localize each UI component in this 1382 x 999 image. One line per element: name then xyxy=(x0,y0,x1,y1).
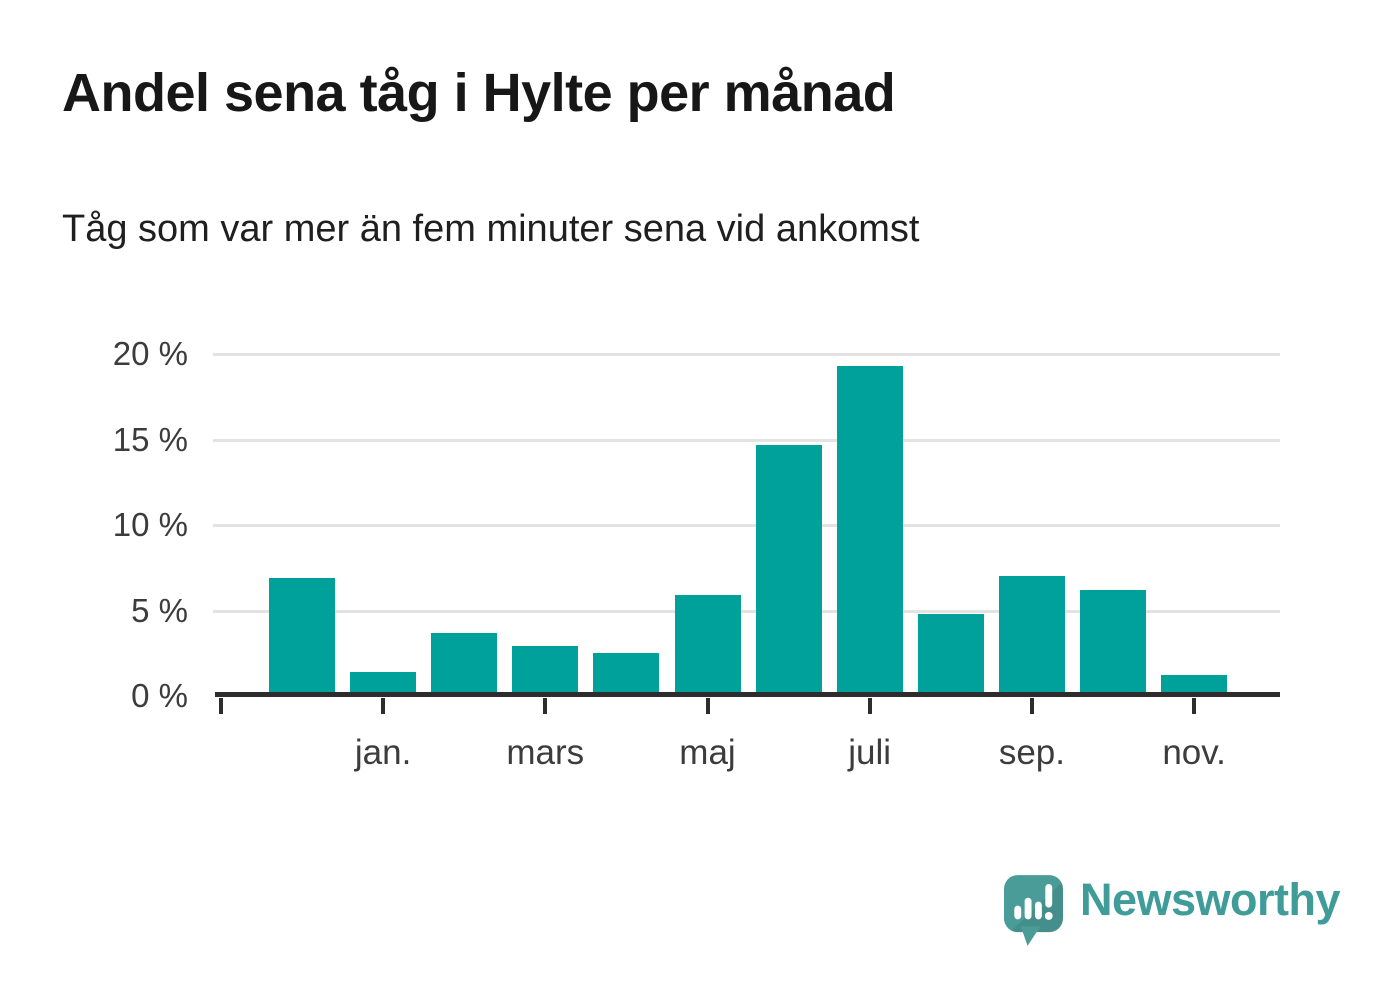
y-axis-tick-label: 15 % xyxy=(112,420,188,458)
y-axis-tick-label: 10 % xyxy=(112,506,188,543)
newsworthy-logo-icon xyxy=(1004,875,1063,946)
x-axis-tick xyxy=(381,698,386,714)
bar-mars xyxy=(512,646,579,696)
bar-juni xyxy=(755,445,822,696)
x-axis-tick-label: nov. xyxy=(1162,733,1226,772)
logo-exclamation-dot xyxy=(1044,911,1053,920)
logo-chart-bar xyxy=(1024,897,1032,920)
newsworthy-branding: Newsworthy xyxy=(1004,874,1341,948)
bar-juli xyxy=(836,366,903,696)
y-axis-tick-label: 20 % xyxy=(112,335,188,372)
bar-aug. xyxy=(917,614,984,696)
bar-okt. xyxy=(1080,590,1146,696)
gridline xyxy=(213,524,1280,527)
x-axis-tick xyxy=(705,698,710,714)
x-axis-line xyxy=(215,692,1280,697)
x-axis-tick xyxy=(867,698,872,714)
chart-title: Andel sena tåg i Hylte per månad xyxy=(62,63,896,123)
x-axis-tick-label: sep. xyxy=(998,733,1065,772)
bar-feb. xyxy=(431,633,498,696)
x-axis-tick xyxy=(543,698,548,714)
bar-apr. xyxy=(593,653,660,696)
gridline xyxy=(213,438,1280,442)
chart-subtitle: Tåg som var mer än fem minuter sena vid … xyxy=(62,208,920,250)
bar-maj xyxy=(674,595,741,696)
x-axis-tick xyxy=(1192,698,1197,714)
gridline xyxy=(213,353,1280,356)
x-axis-tick-label: juli xyxy=(848,733,892,772)
x-axis-tick-label: mars xyxy=(506,733,585,772)
logo-chart-bar xyxy=(1034,901,1042,920)
logo-bubble-tail xyxy=(1020,926,1041,946)
bar-dec. xyxy=(269,578,335,696)
x-axis-tick xyxy=(219,698,223,714)
y-axis-tick-label: 0 % xyxy=(131,677,188,714)
newsworthy-logo-text: Newsworthy xyxy=(1080,874,1341,925)
logo-exclamation-bar xyxy=(1045,883,1053,908)
y-axis-tick-label: 5 % xyxy=(131,591,188,629)
bar-sep. xyxy=(998,576,1065,696)
bar-nov. xyxy=(1161,675,1228,696)
x-axis-tick-label: jan. xyxy=(354,733,412,772)
x-axis-tick xyxy=(1029,698,1034,714)
gridline xyxy=(213,609,1280,613)
x-axis-tick-label: maj xyxy=(679,733,736,772)
logo-chart-bar xyxy=(1014,905,1022,920)
